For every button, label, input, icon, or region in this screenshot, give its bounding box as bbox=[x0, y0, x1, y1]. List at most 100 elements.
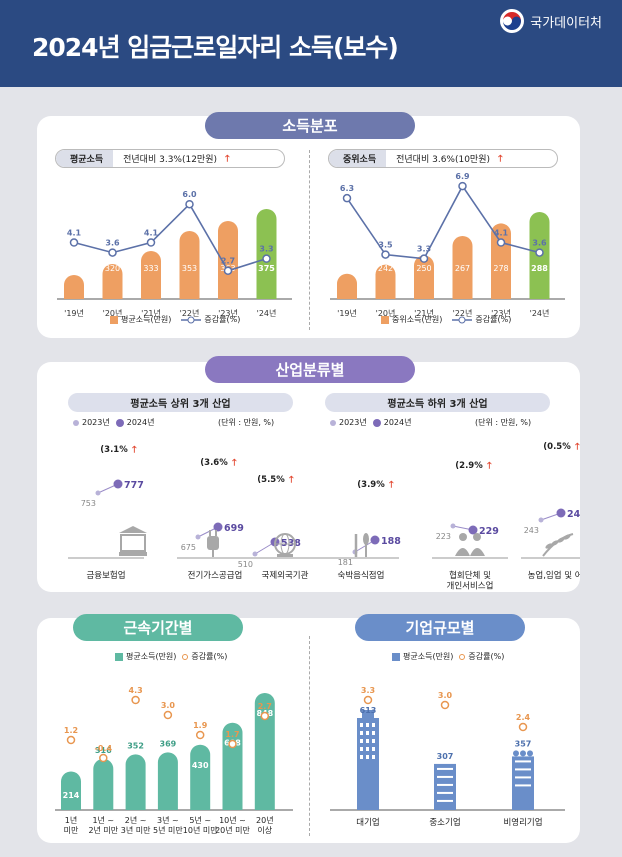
building-window bbox=[437, 783, 453, 786]
bottom-legend: 2023년 2024년 bbox=[330, 417, 411, 428]
bar-value-label: 307 bbox=[437, 752, 454, 761]
dot-2023 bbox=[330, 419, 336, 426]
x-tick-label: '24년 bbox=[257, 308, 277, 318]
size-badge: 기업규모별 bbox=[355, 614, 525, 641]
rate-point bbox=[131, 695, 140, 705]
bar-value-label: 234 bbox=[339, 264, 354, 273]
tenure-legend: 평균소득(만원) 증감률(%) bbox=[115, 651, 227, 662]
x-tick-label: '20년 bbox=[376, 308, 396, 318]
plug-icon bbox=[207, 536, 219, 550]
industry-label: 국제외국기관 bbox=[262, 570, 309, 581]
building-dome bbox=[520, 750, 526, 757]
rate-label: 2.4 bbox=[516, 713, 531, 722]
legend-bar: 평균소득(만원) bbox=[126, 652, 177, 661]
rate-label: 4.3 bbox=[129, 686, 143, 695]
median-income-chart: 234 '19년 242 '20년 250 '21년 267 '22년 278 '23년 288 '2… bbox=[330, 172, 565, 318]
building-window bbox=[366, 755, 369, 759]
point-2023 bbox=[195, 534, 201, 540]
median-pill: 중위소득 전년대비 3.6%(10만원) 🡑 bbox=[328, 149, 558, 168]
people-icon-body bbox=[470, 548, 485, 556]
rate-point bbox=[535, 248, 544, 257]
rate-point bbox=[363, 695, 373, 705]
building-dome bbox=[527, 750, 533, 757]
wheat-icon-grain bbox=[557, 537, 565, 543]
income-bar bbox=[222, 722, 243, 810]
people-icon bbox=[459, 533, 467, 541]
top-legend: 2023년 2024년 bbox=[73, 417, 154, 428]
rate-point bbox=[146, 238, 156, 247]
point-2023 bbox=[252, 551, 258, 557]
x-tick-label: '23년 bbox=[491, 308, 511, 318]
tenure-chart: 214 1년 미만 316 1년 ~2년 미만 352 2년 ~3년 미만 369 3년 ~5년… bbox=[55, 686, 293, 835]
x-tick-label: '20년 bbox=[103, 308, 123, 318]
x-tick-label: 2년 ~3년 미만 bbox=[121, 815, 151, 835]
income-bar bbox=[254, 693, 275, 810]
point-2023 bbox=[95, 490, 101, 496]
rate-swatch bbox=[182, 653, 189, 660]
header-banner: 2024년 임금근로일자리 소득(보수) 국가데이터처 bbox=[0, 0, 622, 87]
legend-2023: 2023년 bbox=[82, 418, 110, 427]
bar-swatch bbox=[115, 652, 123, 661]
point-2023 bbox=[450, 523, 456, 529]
rate-point bbox=[195, 730, 205, 740]
x-tick-label: 대기업 bbox=[356, 818, 379, 828]
building-window bbox=[372, 747, 375, 751]
value-2023-label: 223 bbox=[436, 532, 451, 541]
rate-label: 1.9 bbox=[193, 721, 208, 730]
point-2023 bbox=[538, 517, 544, 523]
avg-change: 전년대비 3.3%(12만원) bbox=[123, 155, 218, 165]
rate-label: 3.6 bbox=[105, 239, 120, 248]
bar-swatch bbox=[392, 652, 400, 661]
taegeuk-icon bbox=[500, 9, 525, 33]
line-swatch-icon bbox=[181, 316, 202, 323]
building-window bbox=[372, 739, 375, 743]
wheat-icon-grain bbox=[551, 540, 559, 546]
building-window bbox=[515, 760, 531, 763]
line-swatch-icon bbox=[452, 316, 473, 323]
avg-legend: 평균소득(만원) 증감률(%) bbox=[110, 314, 240, 325]
value-2024-label: 699 bbox=[224, 523, 244, 534]
point-2024 bbox=[213, 522, 223, 532]
bar-value-label: 288 bbox=[531, 264, 548, 273]
bar-swatch bbox=[110, 315, 118, 324]
avg-income-chart: 309'19년320'20년333'21년353'22년363'23년375'2… bbox=[57, 190, 292, 318]
income-bar bbox=[179, 231, 200, 299]
rate-label: (0.5% bbox=[543, 442, 571, 452]
people-icon-head bbox=[473, 533, 481, 541]
value-2023-label: 510 bbox=[238, 560, 253, 569]
up-arrow-icon: 🡑 bbox=[132, 445, 137, 455]
value-2024-label: 777 bbox=[124, 480, 144, 491]
building-bar-top bbox=[362, 710, 374, 718]
income-bar bbox=[452, 236, 473, 299]
industry-label: 금융보험업 bbox=[86, 571, 125, 581]
up-arrow-icon: 🡑 bbox=[289, 475, 294, 485]
bar-value-label: 333 bbox=[143, 264, 158, 273]
value-2023-label: 675 bbox=[181, 543, 196, 552]
rate-label: 4.1 bbox=[67, 229, 82, 238]
value-2024-label: 188 bbox=[381, 536, 401, 547]
rate-point bbox=[66, 735, 76, 745]
utensils-icon-spoon bbox=[363, 533, 369, 545]
building-bar bbox=[512, 756, 534, 810]
value-2023-label: 753 bbox=[81, 499, 96, 508]
bar-value-label: 613 bbox=[360, 706, 377, 715]
bar-value-label: 316 bbox=[95, 746, 112, 755]
x-tick-label: '22년 bbox=[180, 308, 200, 318]
industry-label: 농업,임업 및 어업 bbox=[528, 570, 580, 581]
rate-label: 3.0 bbox=[161, 701, 176, 710]
bar-value-label: 242 bbox=[378, 264, 393, 273]
rate-label: 1.2 bbox=[64, 726, 78, 735]
rate-point bbox=[518, 722, 528, 732]
rate-point bbox=[440, 700, 450, 710]
building-window bbox=[366, 739, 369, 743]
rate-point bbox=[419, 254, 429, 263]
bank-icon bbox=[119, 526, 147, 533]
bar-value-label: 369 bbox=[160, 739, 177, 748]
org-logo: 국가데이터처 bbox=[499, 8, 602, 34]
x-tick-label: '23년 bbox=[218, 308, 238, 318]
rate-label: (3.1% bbox=[100, 445, 128, 455]
rate-label: (3.6% bbox=[200, 458, 228, 468]
bar-value-label: 214 bbox=[63, 791, 80, 800]
bar-value-label: 320 bbox=[105, 264, 120, 273]
globe-icon-stand bbox=[277, 554, 293, 557]
